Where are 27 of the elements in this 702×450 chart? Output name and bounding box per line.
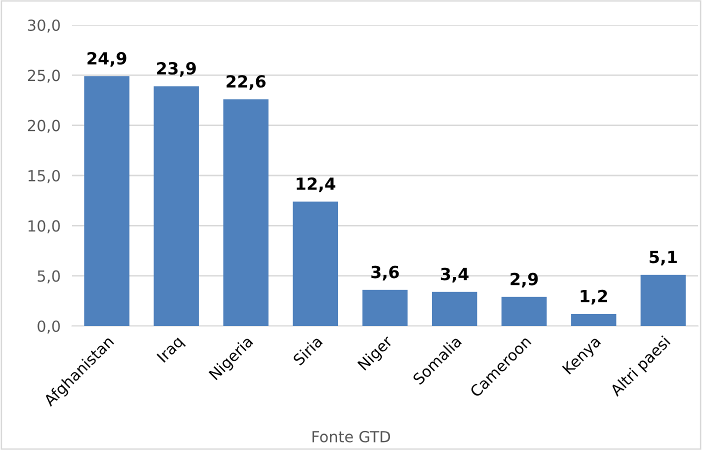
y-tick-label: 5,0 xyxy=(38,270,60,284)
y-tick-label: 20,0 xyxy=(28,120,60,133)
data-label: 22,6 xyxy=(226,75,266,90)
bar xyxy=(432,292,478,326)
x-tick-label: Iraq xyxy=(156,336,186,365)
bar xyxy=(84,76,130,326)
bar xyxy=(362,290,408,326)
source-note: Fonte GTD xyxy=(312,430,390,442)
y-tick-label: 0,0 xyxy=(38,320,60,334)
data-label: 3,6 xyxy=(371,266,399,280)
bar xyxy=(640,274,686,326)
data-label: 12,4 xyxy=(296,177,336,192)
bar xyxy=(292,202,338,326)
data-label: 1,2 xyxy=(580,290,607,305)
data-label: 5,1 xyxy=(650,250,677,266)
data-label: 23,9 xyxy=(157,62,196,77)
y-tick-label: 25,0 xyxy=(28,70,60,83)
y-tick-label: 30,0 xyxy=(28,19,60,33)
y-tick-label: 15,0 xyxy=(28,170,60,184)
bar xyxy=(223,99,268,326)
data-label: 2,9 xyxy=(510,272,538,288)
data-label: 24,9 xyxy=(88,52,126,67)
data-label: 3,4 xyxy=(440,268,469,282)
y-tick-label: 10,0 xyxy=(28,220,60,234)
bar xyxy=(502,296,547,326)
bar xyxy=(571,314,616,326)
bar xyxy=(154,86,199,326)
